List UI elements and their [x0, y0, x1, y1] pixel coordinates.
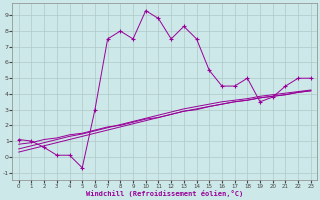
X-axis label: Windchill (Refroidissement éolien,°C): Windchill (Refroidissement éolien,°C): [86, 190, 244, 197]
